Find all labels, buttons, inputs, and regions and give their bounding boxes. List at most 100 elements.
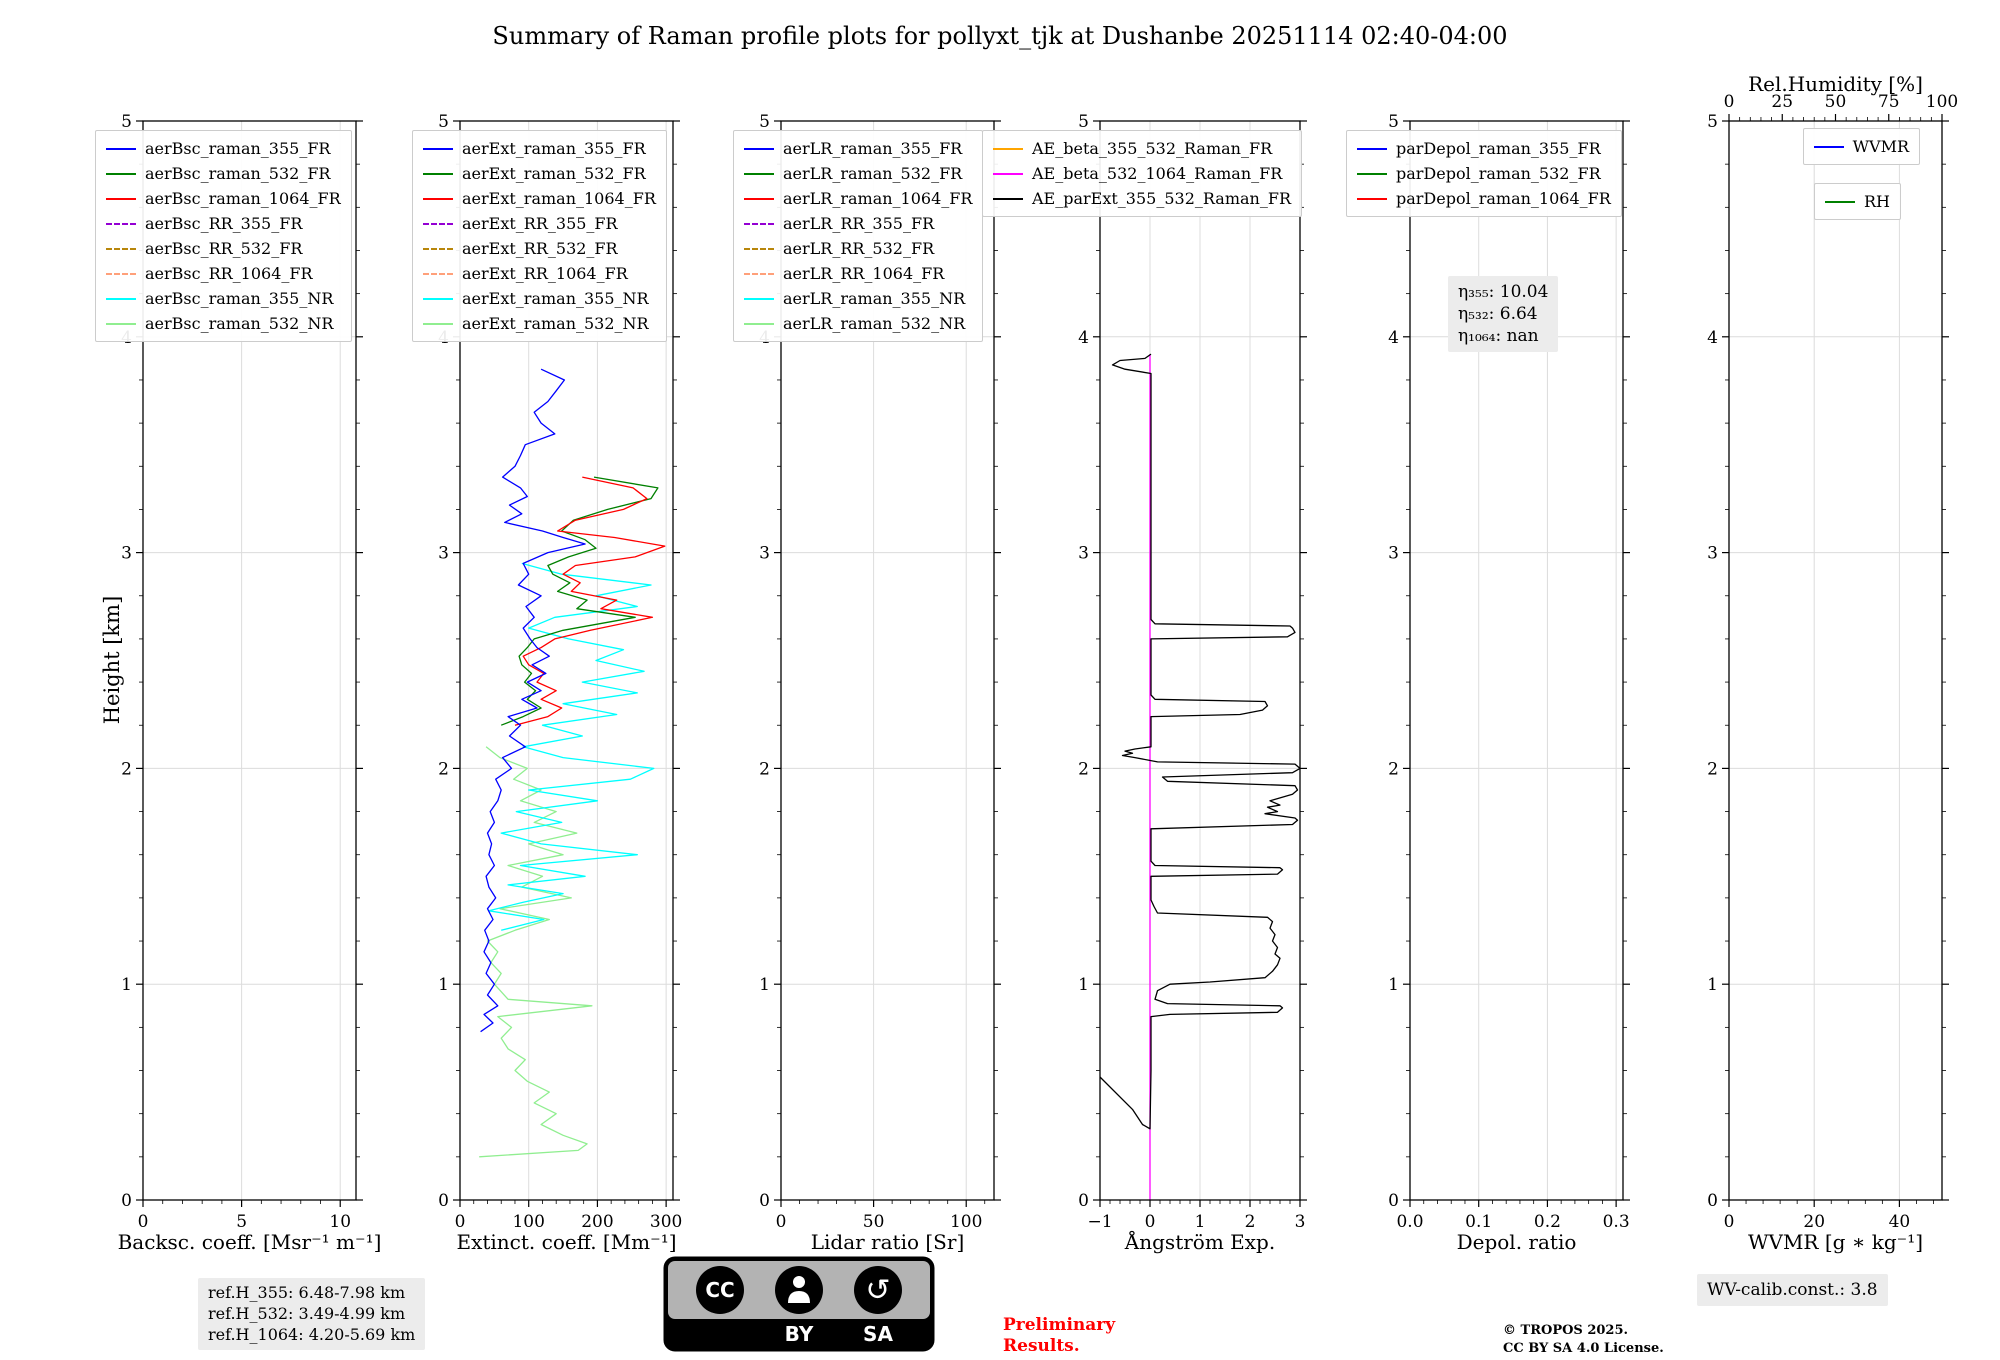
tick-label: 5	[759, 112, 770, 132]
panel-spines	[780, 120, 995, 1201]
panel-spines	[1409, 120, 1624, 1201]
tick-label: 1	[759, 975, 770, 995]
tick-label: 1	[438, 975, 449, 995]
xlabel-depol: Depol. ratio	[1456, 1230, 1577, 1254]
eta-355: η₃₅₅: 10.04	[1458, 282, 1549, 302]
legend-line-swatch	[423, 322, 453, 325]
tick-label: 0	[138, 1212, 149, 1232]
legend-line-swatch	[423, 272, 453, 275]
cc-icon	[696, 1266, 744, 1314]
tick-label: 10	[329, 1212, 351, 1232]
legend-item: aerLR_raman_532_NR	[744, 311, 972, 336]
tick-label: 3	[121, 544, 132, 564]
tick-label: 4	[1707, 328, 1718, 348]
legend-rh: RH	[1814, 183, 1901, 220]
eta-annotation: η₃₅₅: 10.04 η₅₃₂: 6.64 η₁₀₆₄: nan	[1448, 276, 1559, 353]
tick-label: 0	[1145, 1212, 1156, 1232]
xlabel-backscatter: Backsc. coeff. [Msr⁻¹ m⁻¹]	[117, 1230, 382, 1254]
legend-label: aerBsc_RR_355_FR	[145, 214, 303, 233]
tick-label: 25	[1771, 92, 1793, 112]
cc-badge-by-text: BY	[785, 1322, 814, 1346]
tick-label: 2	[438, 759, 449, 779]
sa-arrow-glyph: ↺	[865, 1273, 890, 1308]
tick-label: 3	[1078, 544, 1089, 564]
legend-label: aerLR_RR_355_FR	[783, 214, 935, 233]
tick-label: 2	[759, 759, 770, 779]
tick-label: 0	[759, 1191, 770, 1211]
legend-line-swatch	[744, 222, 774, 225]
tick-label: 1	[1078, 975, 1089, 995]
legend-item: aerExt_raman_532_NR	[423, 311, 656, 336]
legend-item: aerExt_RR_532_FR	[423, 236, 656, 261]
legend-label: WVMR	[1852, 137, 1909, 156]
legend-item: aerLR_RR_1064_FR	[744, 261, 972, 286]
legend-line-swatch	[423, 247, 453, 250]
legend-item: AE_parExt_355_532_Raman_FR	[993, 186, 1291, 211]
preliminary-results-note: Preliminary Results.	[1003, 1315, 1115, 1358]
tick-label: 2	[1388, 759, 1399, 779]
tick-label: 0	[1078, 1191, 1089, 1211]
legend-label: parDepol_raman_355_FR	[1396, 139, 1601, 158]
xlabel-wvmr: WVMR [g ∗ kg⁻¹]	[1747, 1230, 1924, 1254]
tick-label: −1	[1087, 1212, 1112, 1232]
legend-label: aerExt_RR_355_FR	[462, 214, 618, 233]
tick-label: 0	[455, 1212, 466, 1232]
legend-label: aerBsc_raman_355_NR	[145, 289, 334, 308]
legend-item: aerExt_raman_355_FR	[423, 136, 656, 161]
legend-angstrom: AE_beta_355_532_Raman_FR AE_beta_532_1064…	[982, 130, 1302, 217]
tick-label: 300	[650, 1212, 682, 1232]
legend-line-swatch	[744, 297, 774, 300]
panel-spines	[459, 120, 674, 1201]
series-aerExt_raman_532_NR	[479, 746, 593, 1158]
legend-item: aerLR_RR_532_FR	[744, 236, 972, 261]
legend-label: aerBsc_raman_532_FR	[145, 164, 331, 183]
legend-line-swatch	[423, 297, 453, 300]
wv-calibration-note: WV-calib.const.: 3.8	[1697, 1274, 1888, 1307]
by-person-icon	[775, 1266, 823, 1314]
tick-label: 3	[1295, 1212, 1306, 1232]
tick-label: 1	[1388, 975, 1399, 995]
legend-item: aerLR_raman_1064_FR	[744, 186, 972, 211]
legend-label: aerExt_raman_1064_FR	[462, 189, 656, 208]
legend-line-swatch	[1813, 145, 1844, 148]
reference-height-note: ref.H_355: 6.48-7.98 km ref.H_532: 3.49-…	[198, 1278, 426, 1351]
tick-label: 0.0	[1396, 1212, 1423, 1232]
tick-label: 0	[1707, 1191, 1718, 1211]
legend-item: aerLR_RR_355_FR	[744, 211, 972, 236]
legend-item: aerExt_RR_1064_FR	[423, 261, 656, 286]
xlabel-extinction: Extinct. coeff. [Mm⁻¹]	[456, 1230, 677, 1254]
legend-line-swatch	[423, 197, 453, 200]
legend-item: aerLR_raman_355_FR	[744, 136, 972, 161]
legend-label: aerLR_raman_1064_FR	[783, 189, 973, 208]
legend-line-swatch	[993, 147, 1023, 150]
legend-line-swatch	[106, 297, 136, 300]
tick-label: 3	[1707, 544, 1718, 564]
legend-label: aerBsc_raman_1064_FR	[145, 189, 341, 208]
legend-label: AE_beta_355_532_Raman_FR	[1032, 139, 1273, 158]
legend-line-swatch	[106, 322, 136, 325]
cc-icon-text: CC	[705, 1278, 734, 1302]
legend-line-swatch	[744, 197, 774, 200]
tick-label: 2	[1245, 1212, 1256, 1232]
ref-h-1064: ref.H_1064: 4.20-5.69 km	[208, 1324, 416, 1344]
legend-label: aerLR_RR_532_FR	[783, 239, 935, 258]
figure-title: Summary of Raman profile plots for polly…	[492, 22, 1508, 50]
tick-label: 100	[512, 1212, 544, 1232]
legend-label: aerBsc_raman_532_NR	[145, 314, 334, 333]
tick-label: 1	[1195, 1212, 1206, 1232]
tick-label: 4	[1078, 328, 1089, 348]
legend-item: aerBsc_raman_532_NR	[106, 311, 341, 336]
by-person-head	[793, 1276, 805, 1288]
legend-label: AE_parExt_355_532_Raman_FR	[1032, 189, 1291, 208]
panel-spines	[142, 120, 357, 1201]
legend-label: RH	[1864, 192, 1890, 211]
tick-label: 50	[1825, 92, 1847, 112]
cc-license-badge: CC ↺ BY SA	[663, 1256, 935, 1352]
legend-item: parDepol_raman_1064_FR	[1357, 186, 1611, 211]
tick-label: 100	[950, 1212, 982, 1232]
cc-badge-sa-text: SA	[863, 1322, 893, 1346]
legend-line-swatch	[1357, 197, 1387, 200]
tick-label: 100	[1926, 92, 1958, 112]
xlabel-lidar-ratio: Lidar ratio [Sr]	[810, 1230, 965, 1254]
